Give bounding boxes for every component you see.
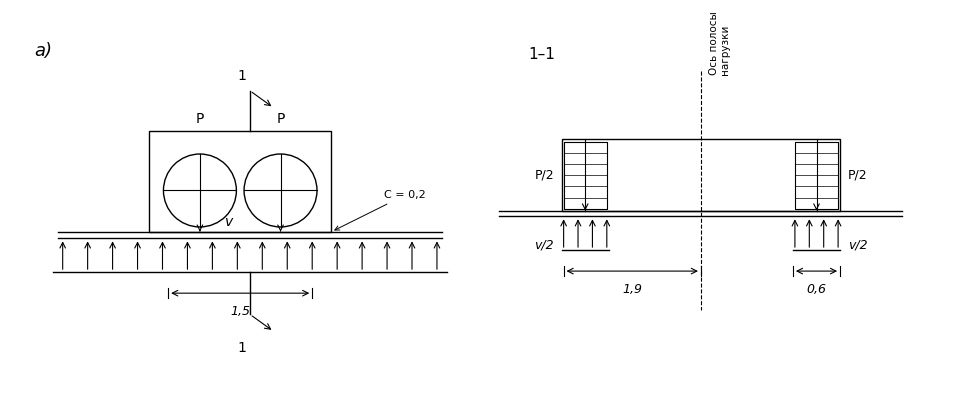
Text: P: P bbox=[277, 112, 284, 126]
Text: P/2: P/2 bbox=[848, 168, 867, 181]
Text: v/2: v/2 bbox=[535, 239, 554, 252]
Text: P/2: P/2 bbox=[535, 168, 554, 181]
Text: 0,6: 0,6 bbox=[806, 282, 827, 296]
Bar bbox=[795, 141, 838, 209]
Text: v: v bbox=[224, 215, 233, 229]
Text: 1: 1 bbox=[238, 341, 247, 355]
Bar bbox=[562, 139, 840, 210]
Text: C = 0,2: C = 0,2 bbox=[335, 190, 425, 230]
Bar bbox=[149, 131, 332, 232]
Text: 1,9: 1,9 bbox=[622, 282, 642, 296]
Text: a): a) bbox=[34, 42, 52, 60]
Text: Ось полосы
нагрузки: Ось полосы нагрузки bbox=[709, 12, 730, 75]
Text: P: P bbox=[195, 112, 204, 126]
Bar bbox=[564, 141, 607, 209]
Text: 1–1: 1–1 bbox=[528, 47, 555, 62]
Text: v/2: v/2 bbox=[848, 239, 867, 252]
Text: 1: 1 bbox=[238, 69, 247, 83]
Text: 1,5: 1,5 bbox=[230, 305, 250, 318]
